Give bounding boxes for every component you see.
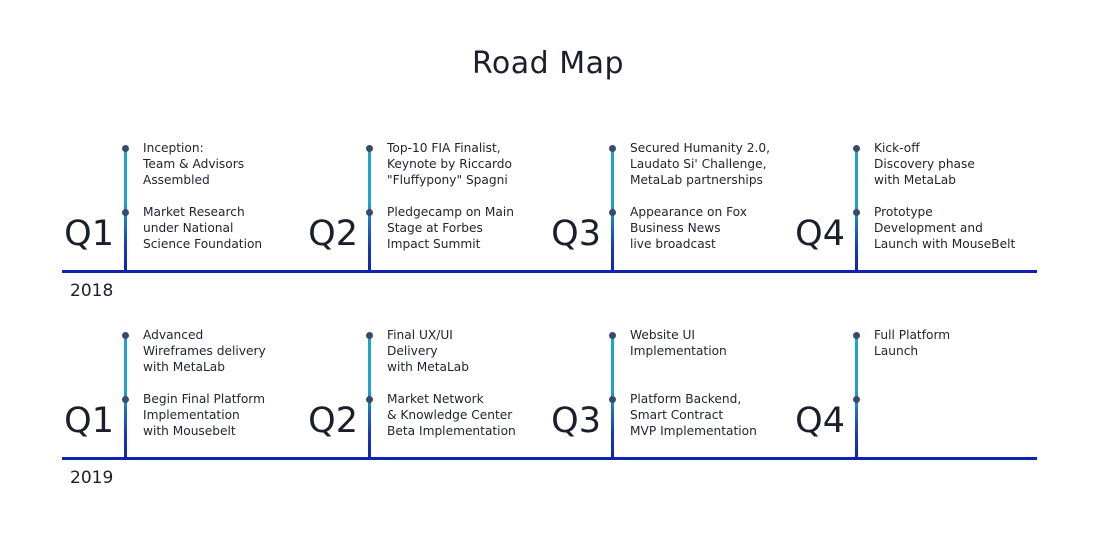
milestone-text: Secured Humanity 2.0, Laudato Si' Challe… <box>630 141 770 187</box>
quarter-label: Q2 <box>308 401 358 441</box>
milestone-dot <box>853 145 860 152</box>
quarter-label: Q4 <box>795 401 845 441</box>
milestone-text: Advanced Wireframes delivery with MetaLa… <box>143 328 266 374</box>
milestone-text: Inception: Team & Advisors Assembled <box>143 141 245 187</box>
milestone-text: Kick-off Discovery phase with MetaLab <box>874 141 975 187</box>
milestone-dot <box>609 332 616 339</box>
milestone-dot <box>609 209 616 216</box>
milestone-dot <box>609 396 616 403</box>
milestone-dot <box>122 332 129 339</box>
milestone-dot <box>122 396 129 403</box>
quarter-label: Q1 <box>64 401 114 441</box>
quarter-label: Q2 <box>308 214 358 254</box>
milestone-dot <box>366 209 373 216</box>
year-label: 2019 <box>70 468 114 488</box>
milestone-dot <box>366 332 373 339</box>
milestone-dot <box>122 145 129 152</box>
milestone-text: Final UX/UI Delivery with MetaLab <box>387 328 469 374</box>
milestone-dot <box>366 396 373 403</box>
milestone-text: Market Network & Knowledge Center Beta I… <box>387 392 516 438</box>
milestone-text: Platform Backend, Smart Contract MVP Imp… <box>630 392 757 438</box>
timeline-axis <box>62 457 1037 460</box>
milestone-dot <box>366 145 373 152</box>
year-label: 2018 <box>70 281 114 301</box>
milestone-text: Market Research under National Science F… <box>143 205 263 251</box>
milestone-text: Full Platform Launch <box>874 328 951 358</box>
timeline-axis <box>62 270 1037 273</box>
milestone-text: Website UI Implementation <box>630 328 727 358</box>
milestone-dot <box>122 209 129 216</box>
quarter-label: Q3 <box>551 214 601 254</box>
milestone-dot <box>853 209 860 216</box>
milestone-text: Begin Final Platform Implementation with… <box>143 392 265 438</box>
milestone-text: Pledgecamp on Main Stage at Forbes Impac… <box>387 205 515 251</box>
milestone-dot <box>853 396 860 403</box>
milestone-dot <box>853 332 860 339</box>
milestone-dot <box>609 145 616 152</box>
page-title: Road Map <box>471 46 625 81</box>
quarter-label: Q3 <box>551 401 601 441</box>
milestone-text: Appearance on Fox Business News live bro… <box>630 205 747 251</box>
milestone-text: Top-10 FIA Finalist, Keynote by Riccardo… <box>387 141 512 187</box>
quarter-label: Q1 <box>64 214 114 254</box>
milestone-text: Prototype Development and Launch with Mo… <box>874 205 1016 251</box>
quarter-label: Q4 <box>795 214 845 254</box>
